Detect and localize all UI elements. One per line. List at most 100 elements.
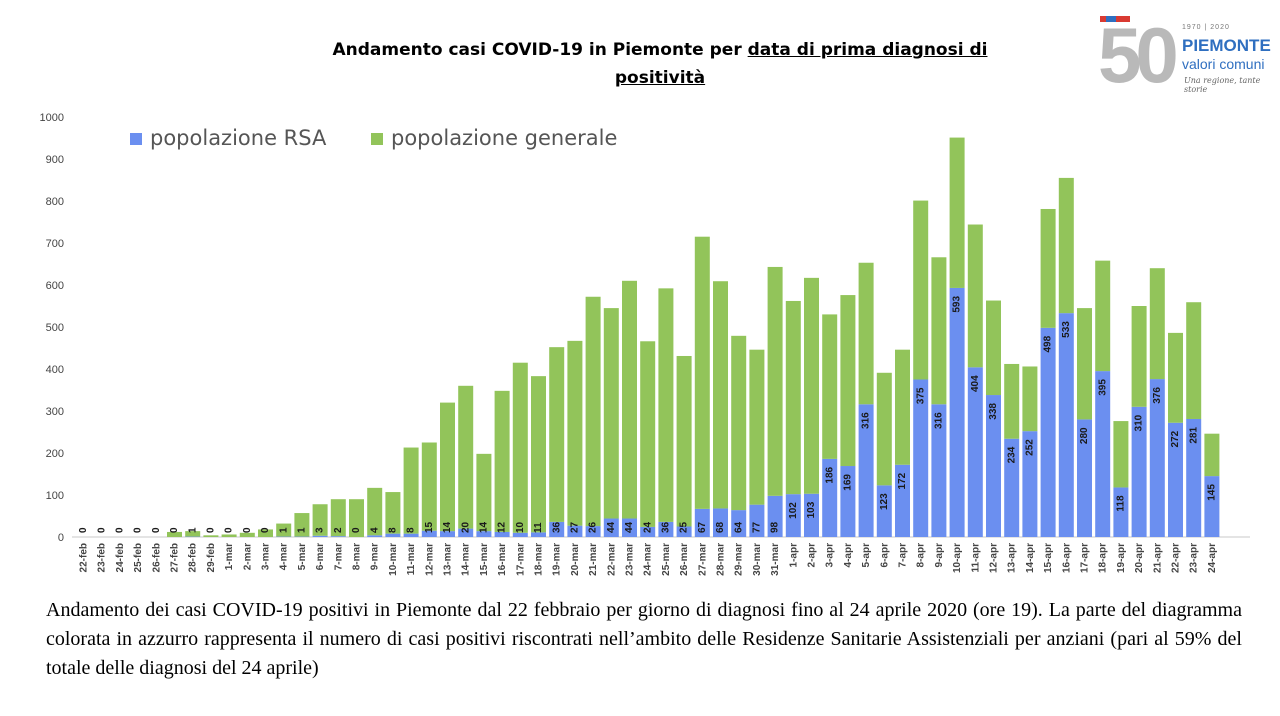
piemonte-logo: 50 1970 | 2020 PIEMONTE valori comuni Un… <box>1098 14 1273 96</box>
rsa-data-label: 8 <box>406 527 417 533</box>
x-tick-label: 23-apr <box>1189 543 1200 573</box>
x-tick-label: 7-mar <box>333 543 344 570</box>
bar-rsa <box>1186 418 1202 537</box>
x-tick-label: 16-apr <box>1061 543 1072 573</box>
bar-generale <box>1058 177 1074 314</box>
logo-flag-blue <box>1106 16 1116 22</box>
bar-rsa <box>876 485 892 537</box>
bar-generale <box>840 295 856 467</box>
bar-rsa <box>822 458 838 537</box>
bar-rsa <box>567 525 583 537</box>
bar-rsa <box>913 379 929 537</box>
x-tick-label: 31-mar <box>770 543 781 576</box>
rsa-data-label: 14 <box>479 521 490 533</box>
x-tick-label: 1-apr <box>788 543 799 568</box>
x-tick-label: 24-feb <box>115 543 126 572</box>
bar-rsa <box>476 531 492 537</box>
bar-generale <box>585 296 601 527</box>
bar-generale <box>822 314 838 459</box>
y-tick-label: 700 <box>46 238 64 250</box>
bar-generale <box>185 531 201 537</box>
rsa-data-label: 234 <box>1006 446 1017 463</box>
x-tick-label: 29-feb <box>206 543 217 572</box>
bar-rsa <box>1204 476 1220 537</box>
stacked-bar-chart: 01002003004005006007008009001000022-feb0… <box>40 112 1250 576</box>
bar-generale <box>1077 308 1092 420</box>
bar-rsa <box>767 495 783 537</box>
rsa-data-label: 68 <box>715 521 726 533</box>
rsa-data-label: 44 <box>606 521 617 533</box>
bar-generale <box>549 347 565 522</box>
bar-generale <box>895 349 910 465</box>
x-tick-label: 18-mar <box>534 543 545 576</box>
x-tick-label: 7-apr <box>898 543 909 568</box>
x-tick-label: 16-mar <box>497 543 508 576</box>
x-tick-label: 25-feb <box>133 543 144 572</box>
bar-generale <box>694 236 710 509</box>
rsa-data-label: 316 <box>934 412 945 429</box>
bar-rsa <box>585 526 601 537</box>
x-tick-label: 24-apr <box>1207 543 1218 573</box>
rsa-data-label: 186 <box>824 466 835 483</box>
bar-generale <box>913 200 929 380</box>
bar-generale <box>603 308 619 519</box>
rsa-data-label: 0 <box>96 527 107 533</box>
bar-rsa <box>1004 438 1020 537</box>
title-underlined-2: positività <box>614 68 706 88</box>
bar-rsa <box>1131 406 1147 537</box>
bar-generale <box>949 137 965 288</box>
rsa-data-label: 338 <box>988 403 999 420</box>
bar-generale <box>1022 366 1038 432</box>
logo-years: 1970 | 2020 <box>1182 24 1230 31</box>
rsa-data-label: 316 <box>861 412 872 429</box>
rsa-data-label: 0 <box>206 527 217 533</box>
rsa-data-label: 8 <box>388 527 399 533</box>
bar-rsa <box>1022 431 1038 537</box>
bar-generale <box>294 513 310 537</box>
x-tick-label: 21-mar <box>588 543 599 576</box>
rsa-data-label: 2 <box>333 527 344 533</box>
bar-generale <box>713 281 728 509</box>
y-tick-label: 200 <box>46 448 64 460</box>
bar-generale <box>421 442 437 531</box>
x-tick-label: 2-apr <box>807 543 818 568</box>
bar-generale <box>567 340 583 526</box>
rsa-data-label: 0 <box>260 527 271 533</box>
bar-rsa <box>895 464 910 537</box>
x-tick-label: 12-mar <box>424 543 435 576</box>
x-tick-label: 8-mar <box>352 543 363 570</box>
bar-rsa <box>531 532 546 537</box>
x-tick-label: 5-mar <box>297 543 308 570</box>
bar-generale <box>258 529 273 537</box>
rsa-data-label: 1 <box>278 527 289 533</box>
rsa-data-label: 272 <box>1170 430 1181 447</box>
bar-generale <box>785 300 801 495</box>
bar-generale <box>1131 306 1147 407</box>
bar-rsa <box>858 404 874 537</box>
x-tick-label: 8-apr <box>916 543 927 568</box>
bar-rsa <box>512 532 528 537</box>
rsa-data-label: 533 <box>1061 321 1072 338</box>
bar-rsa <box>967 367 983 537</box>
rsa-data-label: 593 <box>952 296 963 313</box>
x-tick-label: 13-mar <box>443 543 454 576</box>
chart-title-line1: Andamento casi COVID-19 in Piemonte per … <box>250 36 1070 64</box>
bar-generale <box>239 532 255 537</box>
bar-generale <box>1040 208 1056 328</box>
x-tick-label: 10-mar <box>388 543 399 576</box>
x-tick-label: 6-mar <box>315 543 326 570</box>
legend-swatch-generale <box>371 133 383 145</box>
rsa-data-label: 281 <box>1188 427 1199 444</box>
bar-generale <box>531 376 546 533</box>
chart-caption: Andamento dei casi COVID-19 positivi in … <box>46 599 1242 679</box>
bar-rsa <box>676 526 692 537</box>
logo-number: 50 <box>1098 11 1179 99</box>
y-tick-label: 800 <box>46 196 64 208</box>
y-tick-label: 0 <box>58 532 64 544</box>
rsa-data-label: 10 <box>515 521 526 533</box>
rsa-data-label: 98 <box>770 521 781 533</box>
rsa-data-label: 25 <box>679 521 690 533</box>
bar-rsa <box>367 535 383 537</box>
logo-name: PIEMONTE <box>1182 36 1271 55</box>
rsa-data-label: 498 <box>1043 335 1054 352</box>
